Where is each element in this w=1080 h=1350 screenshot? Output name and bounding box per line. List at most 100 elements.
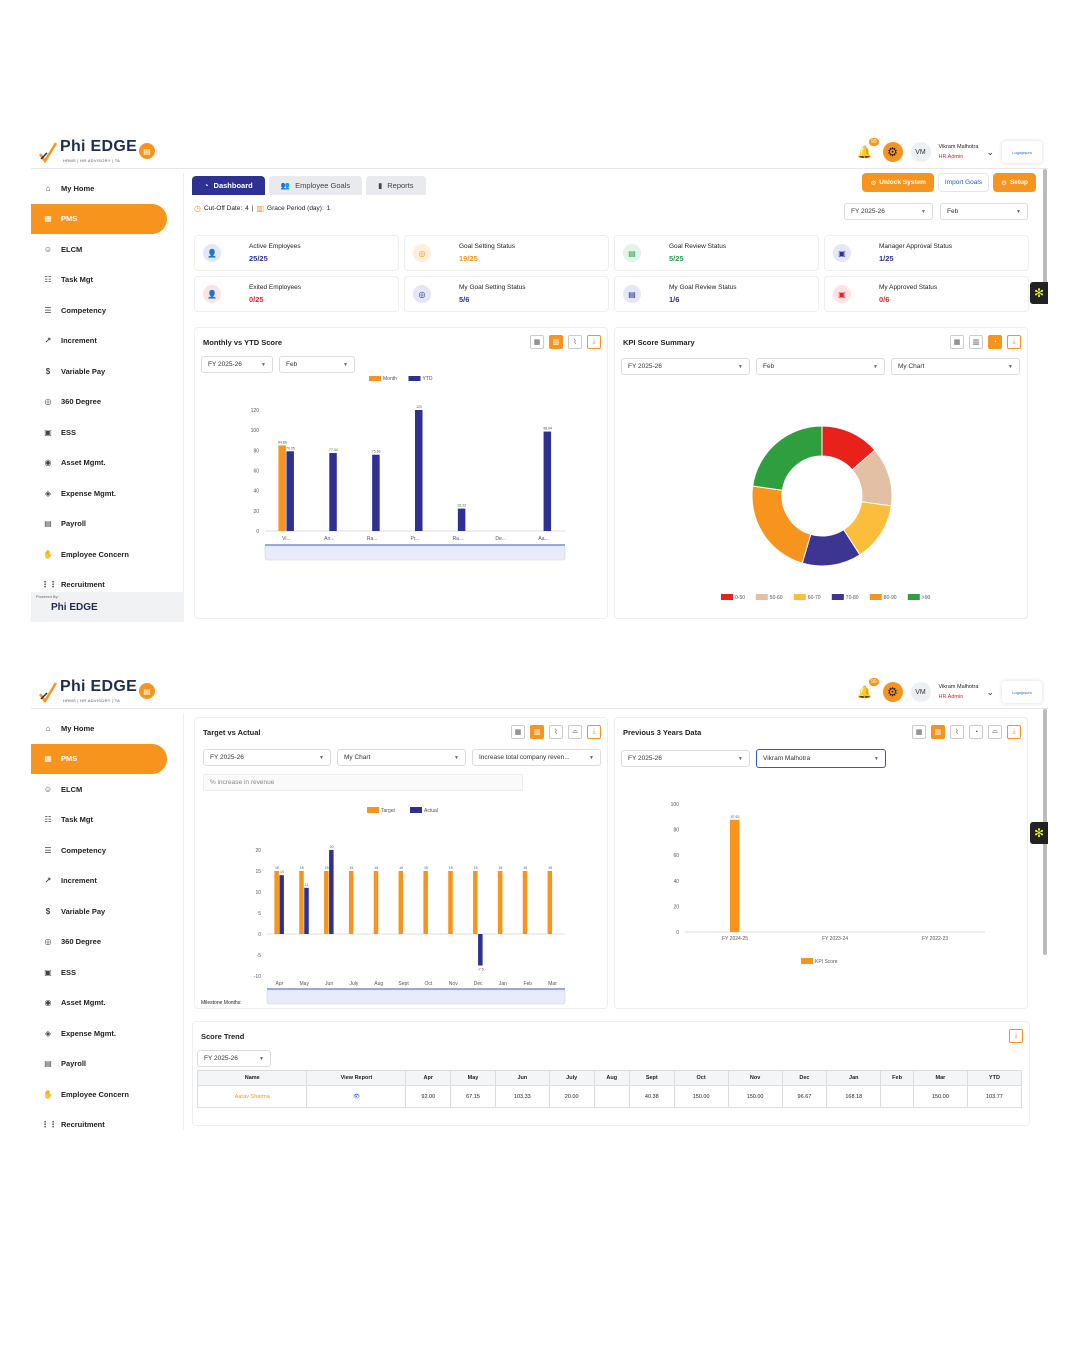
- brand-logo[interactable]: Phi EDGE HRMS | HR ADVISORY | TA: [38, 139, 137, 165]
- line-chart-icon[interactable]: ⌇: [950, 725, 964, 739]
- area-chart-icon[interactable]: ⌓: [568, 725, 582, 739]
- status-card[interactable]: ▤ Goal Review Status 5/25: [614, 235, 819, 271]
- person-select[interactable]: Vikram Malhotra ▼: [756, 749, 886, 768]
- sidebar-toggle-button[interactable]: ▤: [139, 683, 155, 699]
- brand-logo[interactable]: Phi EDGE HRMS | HR ADVISORY | TA: [38, 679, 137, 705]
- line-chart-icon[interactable]: ⌇: [549, 725, 563, 739]
- sidebar-item-payroll[interactable]: ▤ Payroll: [31, 509, 183, 540]
- table-view-icon[interactable]: ▦: [511, 725, 525, 739]
- download-icon[interactable]: ⤓: [1007, 725, 1021, 739]
- download-icon[interactable]: ⤓: [587, 725, 601, 739]
- pie-chart-icon[interactable]: ◔: [969, 725, 983, 739]
- sidebar-item-increment[interactable]: ↗ Increment: [31, 866, 183, 897]
- user-avatar[interactable]: VM: [910, 142, 931, 162]
- month-select[interactable]: Feb ▼: [279, 356, 355, 373]
- fy-select[interactable]: FY 2025-26 ▼: [201, 356, 273, 373]
- dollar-icon: $: [45, 366, 51, 376]
- table-view-icon[interactable]: ▦: [912, 725, 926, 739]
- sidebar-item-variable-pay[interactable]: $ Variable Pay: [31, 356, 183, 387]
- user-avatar[interactable]: VM: [910, 682, 931, 702]
- tab-dashboard[interactable]: ◔ Dashboard: [192, 176, 265, 195]
- sidebar-toggle-button[interactable]: ▤: [139, 143, 155, 159]
- sidebar-item-360-degree[interactable]: ◎ 360 Degree: [31, 387, 183, 418]
- setup-button[interactable]: ⚙ Setup: [993, 173, 1036, 192]
- y-tick-label: 60: [673, 853, 679, 859]
- sidebar-item-increment[interactable]: ↗ Increment: [31, 326, 183, 357]
- status-card[interactable]: ▤ My Goal Review Status 1/6: [614, 276, 819, 312]
- status-card[interactable]: ◎ My Goal Setting Status 5/6: [404, 276, 609, 312]
- fy-select[interactable]: FY 2025-26 ▼: [203, 749, 331, 766]
- goal-select[interactable]: Increase total company reven... ▼: [472, 749, 601, 766]
- fy-select[interactable]: FY 2025-26 ▼: [621, 750, 750, 767]
- download-icon[interactable]: ⤓: [1009, 1029, 1023, 1043]
- chevron-down-icon: ▼: [261, 361, 266, 368]
- status-card[interactable]: ▣ Manager Approval Status 1/25: [824, 235, 1029, 271]
- table-view-icon[interactable]: ▦: [950, 335, 964, 349]
- status-card[interactable]: ◎ Goal Setting Status 19/25: [404, 235, 609, 271]
- sidebar-item-task-mgt[interactable]: ☷ Task Mgt: [31, 265, 183, 296]
- status-card[interactable]: 👤 Active Employees 25/25: [194, 235, 399, 271]
- download-icon[interactable]: ⤓: [1007, 335, 1021, 349]
- goal-description-input[interactable]: % increase in revenue: [203, 774, 523, 791]
- settings-gear-icon[interactable]: ⚙: [882, 682, 903, 702]
- sidebar-item-employee-concern[interactable]: ✋ Employee Concern: [31, 539, 183, 570]
- notification-bell-icon[interactable]: 🔔 99: [857, 678, 879, 699]
- settings-gear-icon[interactable]: ⚙: [882, 142, 903, 162]
- fy-select[interactable]: FY 2025-26 ▼: [844, 203, 933, 220]
- line-chart-icon[interactable]: ⌇: [568, 335, 582, 349]
- sidebar-item-ess[interactable]: ▣ ESS: [31, 957, 183, 988]
- sidebar-item-recruitment[interactable]: ⋮⋮ Recruitment: [31, 570, 183, 601]
- sidebar-item-pms[interactable]: ▦ PMS: [31, 743, 167, 774]
- download-icon[interactable]: ⤓: [587, 335, 601, 349]
- user-info[interactable]: Vikram Malhotra HR Admin: [939, 142, 979, 162]
- sidebar-item-my-home[interactable]: ⌂ My Home: [31, 713, 183, 744]
- status-card[interactable]: ▣ My Approved Status 0/6: [824, 276, 1029, 312]
- employee-name-link[interactable]: Aarav Sharma: [196, 1085, 308, 1108]
- chevron-down-icon: ▼: [738, 363, 743, 370]
- month-select[interactable]: Feb ▼: [756, 358, 885, 375]
- sidebar-item-employee-concern[interactable]: ✋ Employee Concern: [31, 1079, 183, 1110]
- sidebar-item-competency[interactable]: ☰ Competency: [31, 295, 183, 326]
- bar-chart-icon[interactable]: ▥: [549, 335, 563, 349]
- sidebar-item-recruitment[interactable]: ⋮⋮ Recruitment: [31, 1110, 183, 1131]
- sidebar-item-elcm[interactable]: ☺ ELCM: [31, 774, 183, 805]
- unlock-system-button[interactable]: ⚙ Unlock System: [862, 173, 934, 192]
- assistant-flower-icon[interactable]: ✻: [1030, 822, 1048, 844]
- sidebar-item-competency[interactable]: ☰ Competency: [31, 835, 183, 866]
- tab-employee-goals[interactable]: 👥 Employee Goals: [268, 176, 363, 195]
- month-select[interactable]: Feb ▼: [940, 203, 1028, 220]
- view-report-eye-icon[interactable]: 👁: [306, 1085, 407, 1108]
- tab-reports[interactable]: ▮ Reports: [366, 176, 426, 195]
- sidebar-item-ess[interactable]: ▣ ESS: [31, 417, 183, 448]
- sidebar-item-asset-mgmt[interactable]: ◉ Asset Mgmt.: [31, 988, 183, 1019]
- sidebar-item-asset-mgmt[interactable]: ◉ Asset Mgmt.: [31, 448, 183, 479]
- area-chart-icon[interactable]: ⌓: [988, 725, 1002, 739]
- fy-select[interactable]: FY 2025-26 ▼: [197, 1050, 271, 1067]
- status-card[interactable]: 👤 Exited Employees 0/25: [194, 276, 399, 312]
- list-icon: ☰: [44, 845, 52, 855]
- sidebar-item-variable-pay[interactable]: $ Variable Pay: [31, 896, 183, 927]
- import-goals-button[interactable]: Import Goals: [937, 173, 990, 192]
- bar-chart-icon[interactable]: ▥: [530, 725, 544, 739]
- sidebar-item-pms[interactable]: ▦ PMS: [31, 203, 167, 234]
- sidebar-item-360-degree[interactable]: ◎ 360 Degree: [31, 927, 183, 958]
- sidebar-item-payroll[interactable]: ▤ Payroll: [31, 1049, 183, 1080]
- sidebar-item-expense-mgmt[interactable]: ◈ Expense Mgmt.: [31, 478, 183, 509]
- sidebar-item-elcm[interactable]: ☺ ELCM: [31, 234, 183, 265]
- scrollbar[interactable]: [1043, 169, 1047, 283]
- chart-select[interactable]: My Chart ▼: [337, 749, 466, 766]
- fy-select[interactable]: FY 2025-26 ▼: [621, 358, 750, 375]
- notification-bell-icon[interactable]: 🔔 99: [857, 138, 879, 159]
- table-view-icon[interactable]: ▦: [530, 335, 544, 349]
- pie-chart-icon[interactable]: ◔: [988, 335, 1002, 349]
- chart-select[interactable]: My Chart ▼: [891, 358, 1020, 375]
- assistant-flower-icon[interactable]: ✻: [1030, 282, 1048, 304]
- bar-chart-icon[interactable]: ▥: [931, 725, 945, 739]
- sidebar-item-my-home[interactable]: ⌂ My Home: [31, 173, 183, 204]
- user-info[interactable]: Vikram Malhotra HR Admin: [939, 682, 979, 702]
- sidebar-item-task-mgt[interactable]: ☷ Task Mgt: [31, 805, 183, 836]
- user-menu-chevron-icon[interactable]: ⌄: [986, 686, 994, 697]
- bar-chart-icon[interactable]: ▥: [969, 335, 983, 349]
- user-menu-chevron-icon[interactable]: ⌄: [986, 146, 994, 157]
- sidebar-item-expense-mgmt[interactable]: ◈ Expense Mgmt.: [31, 1018, 183, 1049]
